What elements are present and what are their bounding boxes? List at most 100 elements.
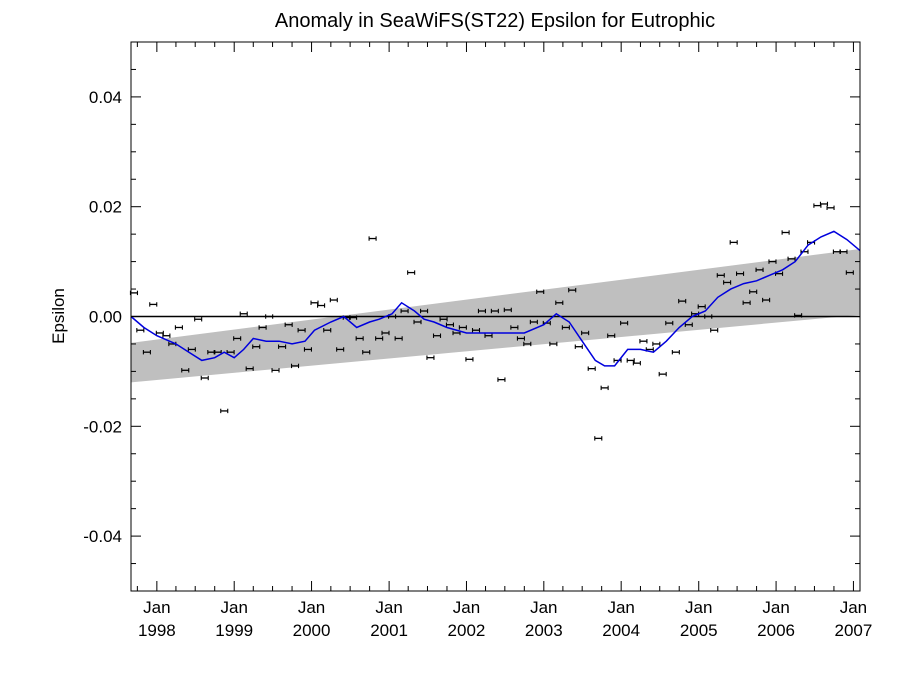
y-tick-label: -0.02	[83, 417, 122, 436]
data-point	[742, 300, 751, 305]
data-point	[155, 330, 164, 336]
data-point	[632, 360, 641, 366]
data-point	[233, 336, 242, 341]
data-point	[239, 311, 248, 316]
x-tick-label-month: Jan	[607, 598, 634, 617]
data-point	[755, 267, 764, 273]
data-point	[174, 325, 183, 330]
x-tick-label-year: 2007	[835, 621, 873, 640]
data-point	[723, 280, 732, 285]
data-point	[845, 270, 854, 275]
x-tick-label-month: Jan	[375, 598, 402, 617]
data-point	[503, 307, 512, 313]
x-tick-label-month: Jan	[143, 598, 170, 617]
y-tick-label: -0.04	[83, 527, 122, 546]
y-tick-label: 0.00	[89, 308, 122, 327]
data-point	[303, 347, 313, 352]
data-point	[432, 333, 442, 338]
data-point	[490, 308, 499, 314]
x-tick-label-year: 1998	[138, 621, 176, 640]
data-point	[329, 297, 338, 303]
data-point	[549, 341, 558, 347]
data-point	[787, 256, 796, 262]
data-point	[439, 317, 448, 322]
x-tick-label-month: Jan	[453, 598, 480, 617]
data-point	[284, 322, 293, 327]
data-point	[794, 313, 803, 318]
data-point	[671, 349, 680, 355]
data-point	[484, 333, 493, 338]
data-point	[129, 290, 139, 296]
data-point	[529, 319, 538, 325]
x-tick-label-month: Jan	[298, 598, 325, 617]
data-point	[181, 368, 190, 373]
x-tick-label-month: Jan	[685, 598, 712, 617]
data-point	[290, 363, 300, 369]
data-point	[136, 328, 145, 333]
x-tick-label-year: 2005	[680, 621, 718, 640]
data-point	[561, 325, 570, 330]
data-point	[336, 347, 345, 352]
data-point	[762, 297, 771, 303]
data-point	[245, 366, 254, 371]
data-point	[819, 201, 829, 207]
data-point	[749, 289, 758, 294]
data-point	[349, 315, 358, 320]
x-tick-label-month: Jan	[840, 598, 867, 617]
data-point	[600, 385, 609, 391]
data-point	[381, 330, 390, 336]
data-point	[704, 314, 713, 319]
x-tick-label-month: Jan	[530, 598, 557, 617]
data-point	[594, 436, 603, 441]
data-point	[826, 205, 835, 210]
data-point	[394, 336, 403, 341]
x-tick-label-month: Jan	[762, 598, 789, 617]
data-point	[510, 325, 519, 330]
trend-band-layer	[131, 248, 860, 383]
data-point	[839, 249, 848, 254]
data-point	[716, 273, 725, 278]
y-axis-label: Epsilon	[49, 288, 68, 344]
data-point	[471, 328, 481, 333]
x-tick-label-year: 2002	[448, 621, 486, 640]
y-tick-label: 0.04	[89, 88, 122, 107]
x-tick-label-month: Jan	[220, 598, 247, 617]
data-point	[375, 336, 384, 341]
data-point	[265, 314, 274, 319]
data-point	[465, 357, 474, 362]
data-point	[652, 341, 661, 347]
data-point	[813, 203, 822, 208]
data-point	[420, 308, 429, 314]
data-point	[258, 325, 267, 330]
chart-title: Anomaly in SeaWiFS(ST22) Epsilon for Eut…	[275, 10, 715, 32]
y-tick-label: 0.02	[89, 198, 122, 217]
x-tick-label-year: 1999	[215, 621, 253, 640]
data-point	[252, 344, 261, 349]
trend-confidence-band	[131, 248, 860, 383]
data-point	[445, 322, 454, 327]
data-point	[555, 300, 564, 305]
data-point	[568, 287, 577, 293]
data-point	[658, 371, 667, 377]
data-point	[587, 366, 596, 371]
data-point	[607, 333, 616, 338]
data-point	[736, 271, 745, 276]
data-point	[400, 308, 409, 314]
data-point	[497, 377, 506, 382]
data-point	[407, 270, 416, 275]
running-mean-layer	[130, 230, 861, 367]
x-tick-label-year: 2000	[293, 621, 331, 640]
data-point	[149, 302, 158, 307]
data-point	[310, 300, 319, 305]
data-point	[162, 333, 171, 338]
axes-layer: -0.04 -0.02 0.00 0.02 0.04 Jan 1998 Jan 1999 Jan 2…	[83, 41, 873, 640]
data-point	[574, 344, 583, 349]
x-tick-label-year: 2004	[602, 621, 640, 640]
data-point	[710, 328, 719, 333]
data-point	[665, 320, 674, 326]
data-point	[278, 344, 287, 349]
data-point	[362, 349, 371, 355]
data-point	[620, 320, 629, 326]
x-tick-label-year: 2001	[370, 621, 408, 640]
